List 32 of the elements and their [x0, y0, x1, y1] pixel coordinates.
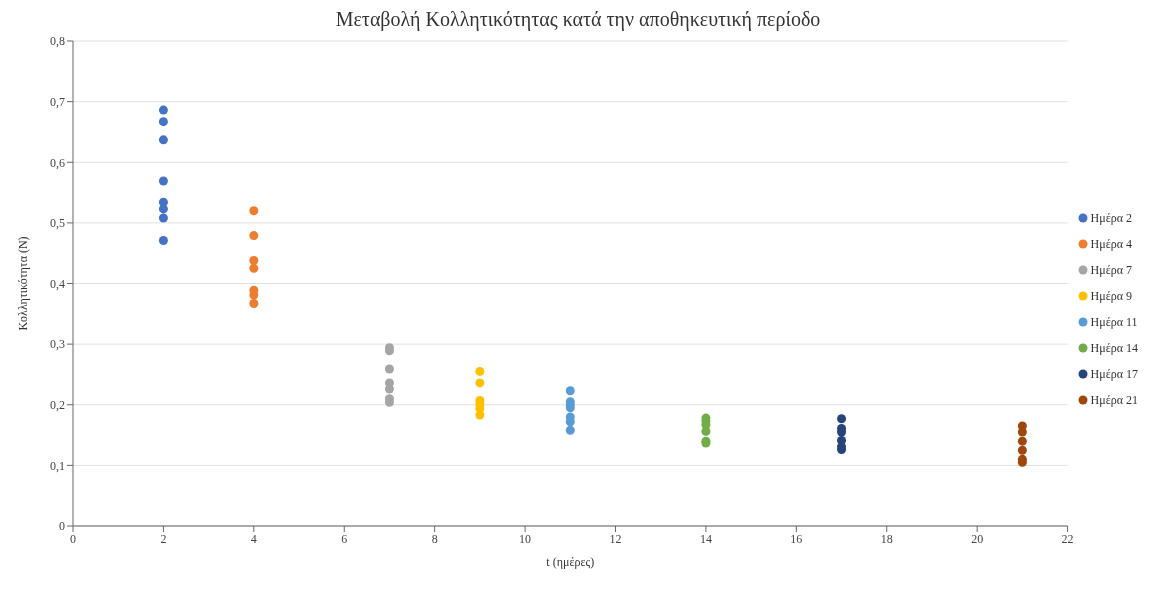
legend-label: Ημέρα 21	[1090, 391, 1138, 409]
y-tick-label: 0,4	[50, 276, 65, 291]
x-tick-label: 18	[880, 531, 893, 546]
y-axis-title: Κολλητικότητα (N)	[16, 236, 31, 331]
x-tick-label: 22	[1061, 531, 1074, 546]
legend-label: Ημέρα 2	[1090, 209, 1132, 227]
x-tick-label: 0	[70, 531, 76, 546]
x-tick-label: 8	[431, 531, 438, 546]
x-tick-label: 4	[250, 531, 257, 546]
legend-label: Ημέρα 14	[1090, 339, 1138, 357]
y-tick-label: 0,7	[50, 94, 65, 109]
y-tick-label: 0,8	[50, 34, 65, 49]
legend-label: Ημέρα 11	[1090, 313, 1138, 331]
legend-label: Ημέρα 9	[1090, 287, 1132, 305]
x-tick-label: 6	[341, 531, 348, 546]
legend-label: Ημέρα 4	[1090, 235, 1132, 253]
y-tick-label: 0,3	[50, 337, 65, 352]
chart-title: Μεταβολή Κολλητικότητας κατά την αποθηκευτική περίοδο	[334, 8, 822, 31]
y-tick-label: 0,5	[50, 216, 65, 231]
x-tick-label: 14	[699, 531, 712, 546]
x-tick-label: 12	[609, 531, 622, 546]
y-tick-label: 0,2	[50, 398, 65, 413]
x-tick-label: 16	[790, 531, 803, 546]
x-tick-label: 2	[160, 531, 167, 546]
y-tick-label: 0	[59, 519, 65, 534]
y-tick-label: 0,1	[50, 458, 65, 473]
legend-label: Ημέρα 7	[1090, 261, 1132, 279]
x-tick-label: 10	[519, 531, 532, 546]
y-tick-label: 0,6	[50, 155, 65, 170]
x-tick-label: 20	[971, 531, 984, 546]
legend-label: Ημέρα 17	[1090, 365, 1138, 383]
x-axis-title: t (ημέρες)	[546, 555, 595, 569]
